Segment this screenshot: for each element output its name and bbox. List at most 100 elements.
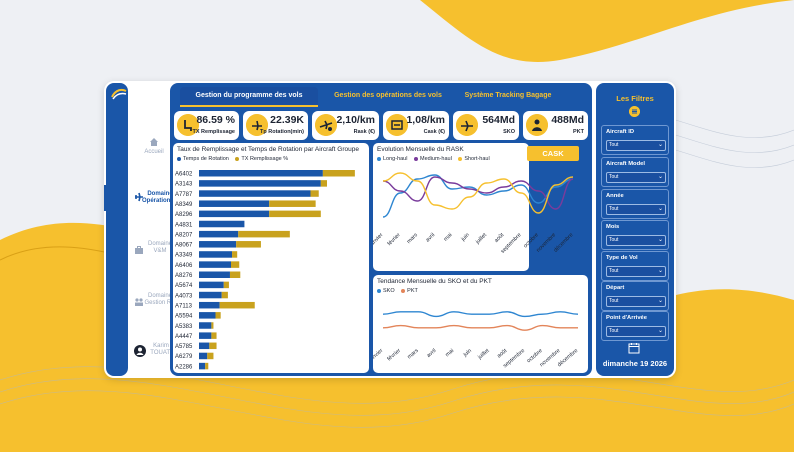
y-tick-label: A4447 <box>175 334 193 340</box>
kpi-cask: 1,08/km Cask (€) <box>383 111 449 140</box>
cask-button[interactable]: CASK <box>527 146 579 161</box>
current-date: dimanche 19 2026 <box>602 359 668 368</box>
x-tick-label: juillet <box>476 348 491 362</box>
filter-value: Tout <box>609 174 619 180</box>
tab-operations-vols[interactable]: Gestion des opérations des vols <box>334 92 442 99</box>
seat-icon <box>177 114 199 136</box>
legend-swatch <box>377 156 381 161</box>
x-tick-label: juin <box>462 348 473 359</box>
plane-money-icon <box>386 114 408 136</box>
filter-select[interactable]: Tout ⌄ <box>606 296 666 307</box>
legend-swatch <box>235 156 240 161</box>
y-tick-label: A7113 <box>175 303 193 309</box>
y-tick-label: A5674 <box>175 283 193 289</box>
x-tick-label: avril <box>425 232 436 243</box>
kpi-label: SKO <box>503 129 515 135</box>
filter-select[interactable]: Tout ⌄ <box>606 204 666 215</box>
filter-value: Tout <box>609 268 619 274</box>
filter-label: Point d'Arrivée <box>606 315 647 321</box>
x-tick-label: février <box>386 348 402 363</box>
filter-menu-icon[interactable] <box>629 106 640 117</box>
x-tick-label: janvier <box>373 232 385 249</box>
kpi-tx-remplissage: 86.59 % TX Remplissage <box>174 111 239 140</box>
filter-value: Tout <box>609 237 619 243</box>
legend-swatch <box>177 156 181 161</box>
bar-temps-rotation <box>199 271 230 278</box>
x-tick-label: mai <box>443 232 454 243</box>
filter-label: Départ <box>606 285 625 291</box>
bar-temps-rotation <box>199 352 208 360</box>
plane-clock-icon <box>246 114 268 136</box>
chevron-down-icon: ⌄ <box>657 237 663 243</box>
sidebar-item-operationnel[interactable]: Domaine Opérationnel <box>130 191 179 205</box>
filter-select[interactable]: Tout ⌄ <box>606 326 666 337</box>
filter-value: Tout <box>609 298 619 304</box>
rask-line-chart: janvier février mars avril mai juin juillet aoû… <box>373 172 574 255</box>
sidebar-item-label: Domaine Gestion RH <box>144 293 176 306</box>
kpi-tp-rotation: 22.39K Tp Rotation(min) <box>243 111 308 140</box>
filter-select[interactable]: Tout ⌄ <box>606 266 666 277</box>
bar-temps-rotation <box>199 210 270 218</box>
active-indicator <box>104 185 107 211</box>
sidebar-item-rh[interactable]: Domaine Gestion RH <box>130 293 178 307</box>
filter-label: Type de Vol <box>606 255 638 261</box>
kpi-value: 22.39K <box>270 114 304 126</box>
bar-temps-rotation <box>199 220 245 228</box>
calendar-icon[interactable] <box>628 342 640 354</box>
x-tick-label: janvier <box>373 348 384 364</box>
chevron-down-icon: ⌄ <box>657 298 663 304</box>
sidebar-item-accueil[interactable]: Accueil <box>130 137 178 156</box>
filter-aircraft-model: Aircraft Model Tout ⌄ <box>601 157 669 187</box>
chevron-down-icon: ⌄ <box>657 206 663 212</box>
filter-point-arrivee: Point d'Arrivée Tout ⌄ <box>601 311 669 341</box>
kpi-value: 564Md <box>482 114 515 126</box>
bar-temps-rotation <box>199 230 239 238</box>
kpi-value: 1,08/km <box>406 114 445 126</box>
kpi-label: TX Remplissage <box>192 129 236 135</box>
airplane-icon <box>135 192 143 202</box>
bar-tx-remplissage <box>211 332 217 339</box>
filter-select[interactable]: Tout ⌄ <box>606 172 666 183</box>
series-line-pkt <box>382 324 578 331</box>
bar-temps-rotation <box>199 251 233 258</box>
tab-tracking-bagage[interactable]: Système Tracking Bagage <box>464 92 552 99</box>
legend-swatch <box>458 156 463 161</box>
bar-tx-remplissage <box>232 251 238 258</box>
filter-select[interactable]: Tout ⌄ <box>606 235 666 246</box>
bar-tx-remplissage <box>310 190 319 197</box>
kpi-value: 86.59 % <box>196 114 235 126</box>
bar-temps-rotation <box>199 200 270 207</box>
bar-temps-rotation <box>199 241 237 248</box>
chart-title: Tendance Mensuelle du SKO et du PKT <box>377 278 492 285</box>
y-tick-label: A8276 <box>175 273 193 279</box>
sidebar-item-user[interactable]: Karim TOUATI <box>130 343 178 357</box>
briefcase-icon <box>135 246 143 254</box>
chart-title: Evolution Mensuelle du RASK <box>377 146 464 153</box>
people-icon <box>135 298 143 306</box>
legend-label: Short-haul <box>464 156 490 162</box>
airline-logo <box>111 88 127 100</box>
bar-tx-remplissage <box>211 322 214 329</box>
kpi-sko: 564Md SKO <box>453 111 519 140</box>
home-icon <box>150 138 158 146</box>
series-line-sko <box>382 311 579 318</box>
bar-temps-rotation <box>199 322 212 329</box>
bar-tx-remplissage <box>269 200 316 207</box>
sidebar-item-vm[interactable]: Domaine V&M <box>130 241 178 255</box>
sko-pkt-line-chart: janvier février mars avril mai juin juillet aoû… <box>373 311 579 369</box>
bar-tx-remplissage <box>221 291 228 299</box>
user-icon <box>134 345 146 357</box>
tab-programme-vols[interactable]: Gestion du programme des vols <box>180 87 318 107</box>
bar-tx-remplissage <box>229 271 241 278</box>
left-sidebar-strip <box>106 83 128 376</box>
filter-type-vol: Type de Vol Tout ⌄ <box>601 251 669 281</box>
y-tick-label: A6406 <box>175 263 193 269</box>
bar-tx-remplissage <box>231 261 240 268</box>
chevron-down-icon: ⌄ <box>657 142 663 148</box>
y-tick-label: A4073 <box>175 293 193 299</box>
sidebar-item-label: Domaine V&M <box>147 241 172 254</box>
filter-select[interactable]: Tout ⌄ <box>606 140 666 151</box>
bar-tx-remplissage <box>219 301 255 309</box>
sidebar-item-label: Accueil <box>144 149 164 155</box>
kpi-value: 2,10/km <box>336 114 375 126</box>
